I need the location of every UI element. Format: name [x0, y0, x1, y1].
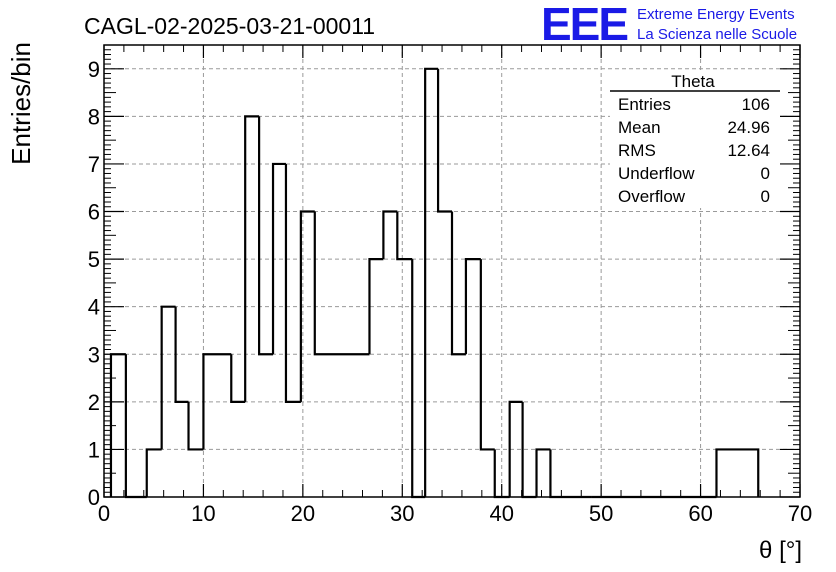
stats-title: Theta — [671, 72, 715, 91]
y-tick-label: 2 — [88, 390, 100, 415]
histogram-bin — [284, 163, 301, 403]
stats-row-value: 0 — [761, 187, 770, 206]
gridlines — [104, 45, 800, 497]
x-tick-label: 50 — [589, 501, 613, 526]
histogram-bin — [258, 116, 274, 356]
stats-row-value: 0 — [761, 164, 770, 183]
stats-row-value: 12.64 — [727, 141, 770, 160]
histogram-bin — [382, 210, 398, 260]
histogram-bin — [174, 306, 189, 403]
histogram-bin — [230, 354, 246, 403]
y-tick-label: 5 — [88, 247, 100, 272]
stats-row-label: Mean — [618, 118, 661, 137]
y-tick-label: 7 — [88, 152, 100, 177]
y-tick-label: 0 — [88, 485, 100, 510]
x-tick-label: 70 — [788, 501, 812, 526]
x-axis-title: θ [°] — [759, 537, 802, 564]
y-tick-label: 1 — [88, 437, 100, 462]
plot-frame — [103, 44, 801, 498]
histogram-bin — [549, 449, 592, 499]
stats-row-label: Overflow — [618, 187, 686, 206]
stats-box: Theta Entries 106 Mean 24.96 RMS 12.64 Underfl… — [610, 70, 780, 208]
x-tick-label: 30 — [390, 501, 414, 526]
stats-row-label: Entries — [618, 95, 671, 114]
x-tick-label: 10 — [191, 501, 215, 526]
eee-logo: EEE — [541, 0, 627, 50]
x-tick-label: 60 — [688, 501, 712, 526]
histogram-bin — [271, 162, 286, 355]
histogram-bin — [424, 67, 439, 497]
histogram-bin — [436, 68, 452, 213]
logo-line-2: La Scienza nelle Scuole — [637, 26, 797, 43]
histogram-bin — [145, 448, 162, 497]
x-tick-label: 40 — [489, 501, 513, 526]
tick-labels: 0 10 20 30 40 50 60 70 0 1 2 3 4 5 6 7 8 9 — [88, 57, 812, 526]
histogram-bin — [479, 259, 495, 451]
histogram-bin — [202, 353, 232, 450]
stats-row-label: RMS — [618, 141, 656, 160]
histogram-bin — [411, 259, 426, 499]
x-tick-label: 0 — [98, 501, 110, 526]
y-tick-label: 4 — [88, 295, 100, 320]
x-tick-label: 20 — [291, 501, 315, 526]
y-tick-label: 6 — [88, 200, 100, 225]
stats-box-background — [610, 70, 780, 208]
histogram-bin — [396, 211, 413, 261]
stats-row-value: 106 — [742, 95, 770, 114]
histogram-bin — [535, 448, 551, 497]
histogram-bin — [160, 305, 176, 450]
stats-row-value: 24.96 — [727, 118, 770, 137]
histogram-bin — [450, 211, 466, 356]
logo-line-1: Extreme Energy Events — [637, 6, 795, 23]
histogram-bin — [508, 400, 523, 497]
y-tick-label: 3 — [88, 342, 100, 367]
run-title: CAGL-02-2025-03-21-00011 — [84, 13, 375, 39]
histogram-bin — [464, 258, 481, 355]
axis-ticks — [103, 45, 801, 498]
y-tick-label: 8 — [88, 104, 100, 129]
stats-rows: Entries 106 Mean 24.96 RMS 12.64 Underflow 0 Ove… — [618, 95, 770, 206]
histogram-bin — [187, 401, 204, 451]
stats-row-label: Underflow — [618, 164, 695, 183]
histogram-bin — [299, 210, 315, 402]
histogram-bin — [368, 258, 384, 355]
histogram-bin — [715, 448, 760, 497]
histogram-bin — [313, 211, 370, 356]
histogram-bin — [124, 354, 147, 499]
y-axis-title: Entries/bin — [6, 42, 36, 165]
histogram-bin — [244, 115, 260, 402]
y-tick-label: 9 — [88, 57, 100, 82]
